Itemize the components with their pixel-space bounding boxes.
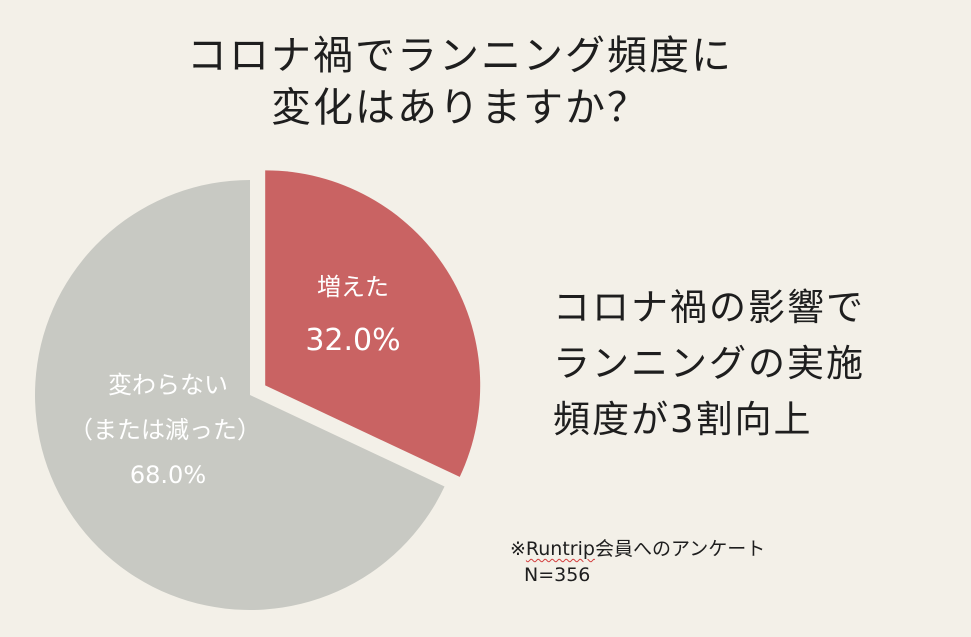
slice-increased-label: 増えた <box>317 273 389 301</box>
survey-sample-size: N=356 <box>524 564 591 586</box>
pie-labels: 増えた 32.0% 変わらない （または減った） 68.0% <box>69 273 401 489</box>
callout-line-1: コロナ禍の影響で <box>553 286 865 329</box>
callout-line-2: ランニングの実施 <box>553 342 865 385</box>
chart-title-line-2: 変化はありますか？ <box>271 85 649 131</box>
survey-note: ※Runtrip会員へのアンケート N=356 <box>510 536 765 588</box>
callout-text: コロナ禍の影響で ランニングの実施 頻度が3割向上 <box>553 280 953 448</box>
slice-unchanged-label-line-1: 変わらない <box>108 371 228 399</box>
pie-slices <box>34 170 481 611</box>
chart-title: コロナ禍でランニング頻度に 変化はありますか？ <box>140 30 780 134</box>
slice-unchanged <box>34 180 445 611</box>
survey-brand: Runtrip <box>525 538 595 560</box>
survey-suffix: 会員へのアンケート <box>594 538 766 560</box>
slice-unchanged-label-line-2: （または減った） <box>69 416 261 444</box>
chart-title-line-1: コロナ禍でランニング頻度に <box>187 33 733 79</box>
callout-line-3: 頻度が3割向上 <box>553 398 813 441</box>
survey-source: ※Runtrip会員へのアンケート <box>510 536 765 562</box>
slice-increased-value: 32.0% <box>305 323 400 358</box>
slice-increased <box>265 170 481 477</box>
survey-prefix: ※ <box>510 538 526 560</box>
slice-unchanged-value: 68.0% <box>130 461 206 489</box>
